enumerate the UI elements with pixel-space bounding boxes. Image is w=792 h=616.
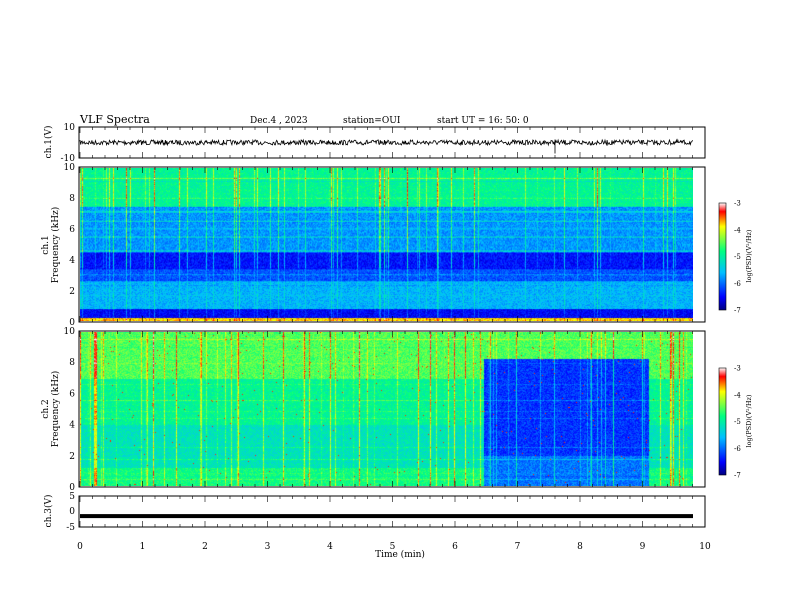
ch2-ytick-2: 2 <box>69 452 75 462</box>
ch2-cb-tick-3: -3 <box>734 365 741 373</box>
ch1-cb-tick-7: -7 <box>734 307 741 315</box>
ch3-waveform-line <box>80 514 693 519</box>
ch3-waveform-ylabel: ch.3(V) <box>43 495 54 528</box>
ch2-cb-tick-5: -5 <box>734 418 741 426</box>
ch2-frequency-ylabel: Frequency (kHz) <box>50 371 61 448</box>
ch1-ytick-10: 10 <box>64 163 76 173</box>
ch1-ytick-0: 0 <box>69 318 75 328</box>
ch1-channel-label: ch.1 <box>41 235 51 254</box>
ch1-ytick-6: 6 <box>69 225 75 235</box>
xtick-7: 7 <box>515 542 521 552</box>
ch2-colorbar-label: log(PSD)(V²/Hz) <box>745 394 753 447</box>
ch2-ytick-4: 4 <box>69 421 75 431</box>
ch2-colorbar <box>718 367 727 476</box>
ch2-spectrogram-yticks: 0 2 4 6 8 10 <box>64 327 76 493</box>
ch1-cb-tick-5: -5 <box>734 253 741 261</box>
ch2-ytick-6: 6 <box>69 389 75 399</box>
date-label: Dec.4 , 2023 <box>250 116 308 126</box>
ch2-channel-label: ch.2 <box>41 399 51 418</box>
ch2-cb-tick-7: -7 <box>734 472 741 480</box>
ch1-cb-tick-6: -6 <box>734 280 741 288</box>
ch2-spectrogram-ticks <box>79 331 706 487</box>
ch1-cb-tick-4: -4 <box>734 226 741 234</box>
time-axis-label: Time (min) <box>375 549 425 560</box>
xtick-1: 1 <box>140 542 146 552</box>
station-label: station=OUI <box>343 116 401 126</box>
ch2-ytick-10: 10 <box>64 327 76 337</box>
ch1-spectrogram-yticks: 0 2 4 6 8 10 <box>64 163 76 328</box>
ch1-waveform-panel: 10 -10 ch.1(V) <box>43 123 706 164</box>
xtick-2: 2 <box>202 542 208 552</box>
xtick-8: 8 <box>577 542 583 552</box>
ch3-waveform-frame <box>78 495 706 528</box>
ch1-spectrogram-panel: 0 2 4 6 8 10 ch.1 Frequency (kHz) -3 -4 … <box>41 163 753 328</box>
ch1-cb-tick-3: -3 <box>734 200 741 208</box>
ch2-ytick-0: 0 <box>69 483 75 493</box>
ch3-ytick-0: 0 <box>69 507 75 517</box>
ch3-ytick-5: 5 <box>69 492 75 502</box>
figure-title: VLF Spectra <box>79 113 150 126</box>
ch1-spectrogram-ticks <box>79 167 706 322</box>
ch3-waveform-panel: 5 0 -5 ch.3(V) <box>43 492 706 533</box>
ch2-spectrogram-image <box>80 332 693 486</box>
ch1-waveform-ylabel: ch.1(V) <box>43 126 54 159</box>
ch1-ytick-top: 10 <box>64 123 76 133</box>
ch1-ytick-bottom: -10 <box>61 154 76 164</box>
ch3-ytick-minus5: -5 <box>66 523 75 533</box>
ch1-colorbar-label: log(PSD)(V²/Hz) <box>745 229 753 282</box>
ch1-ytick-4: 4 <box>69 256 75 266</box>
ch2-ytick-8: 8 <box>69 358 75 368</box>
xtick-6: 6 <box>452 542 458 552</box>
ch2-cb-tick-6: -6 <box>734 445 741 453</box>
ch1-waveform-ticks <box>79 127 706 158</box>
ch1-waveform-line <box>79 138 693 154</box>
xtick-0: 0 <box>77 542 83 552</box>
ch1-colorbar <box>718 202 727 311</box>
xtick-3: 3 <box>265 542 271 552</box>
ch2-colorbar-ticks: -3 -4 -5 -6 -7 <box>734 365 741 480</box>
ch1-ytick-2: 2 <box>69 287 75 297</box>
time-axis-ticks: 0 1 2 3 4 5 6 7 8 9 10 <box>77 542 711 552</box>
ch1-ytick-8: 8 <box>69 194 75 204</box>
ch1-colorbar-ticks: -3 -4 -5 -6 -7 <box>734 200 741 315</box>
start-time-label: start UT = 16: 50: 0 <box>437 116 529 126</box>
xtick-10: 10 <box>699 542 711 552</box>
ch2-cb-tick-4: -4 <box>734 391 741 399</box>
xtick-4: 4 <box>327 542 333 552</box>
ch3-waveform-ticks <box>79 496 706 527</box>
xtick-9: 9 <box>640 542 646 552</box>
ch2-spectrogram-panel: 0 2 4 6 8 10 ch.2 Frequency (kHz) -3 -4 … <box>41 327 753 493</box>
ch1-waveform-frame <box>78 126 706 159</box>
ch1-spectrogram-image <box>80 168 693 321</box>
xtick-5: 5 <box>390 542 396 552</box>
ch1-frequency-ylabel: Frequency (kHz) <box>50 207 61 284</box>
